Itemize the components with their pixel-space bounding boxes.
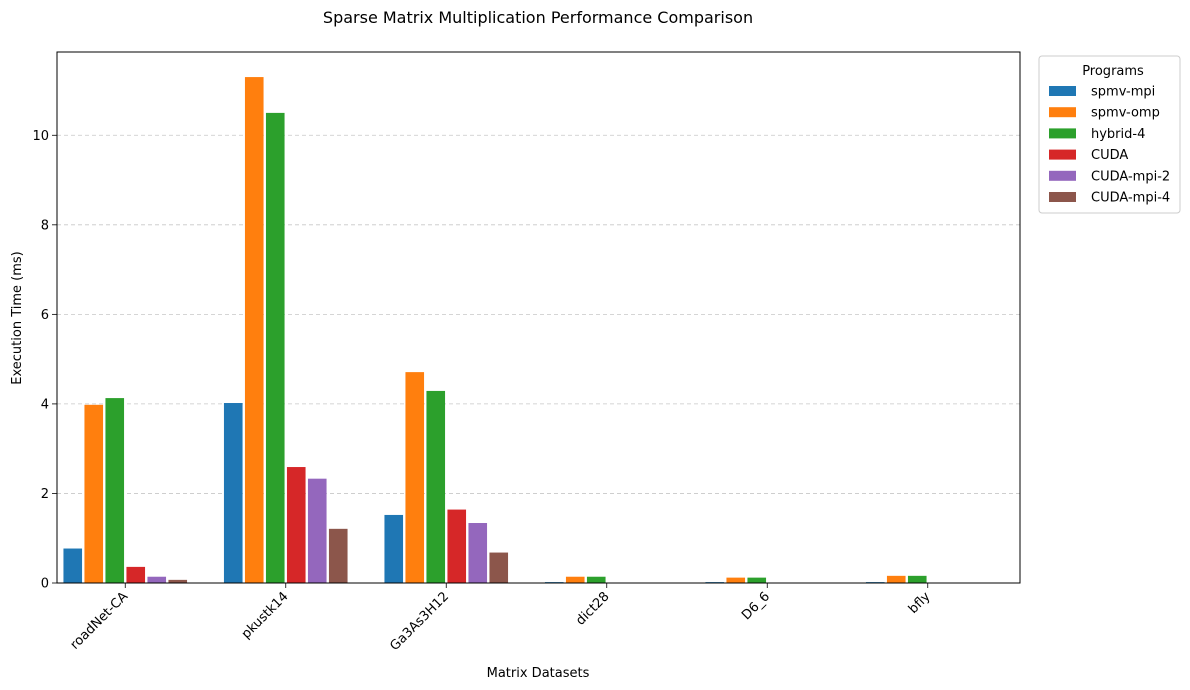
bar-spmv-mpi [384, 514, 404, 583]
bar-cuda-mpi-2 [468, 523, 488, 583]
x-tick-label: bfly [906, 589, 934, 617]
bar-hybrid-4 [747, 577, 767, 583]
legend-label: hybrid-4 [1091, 127, 1145, 142]
legend-swatch [1049, 128, 1076, 139]
bar-cuda [286, 467, 306, 583]
legend: Programs spmv-mpi spmv-omp hybrid-4 CUDA CUD… [1038, 55, 1181, 214]
bar-cuda-mpi-4 [489, 552, 509, 583]
plot-frame [56, 51, 1021, 584]
bar-spmv-omp [84, 404, 104, 583]
y-tick-label: 6 [41, 308, 49, 323]
legend-label: CUDA-mpi-4 [1091, 191, 1170, 206]
legend-items: spmv-mpi spmv-omp hybrid-4 CUDA CUDA-mpi-2 CU… [1049, 85, 1170, 206]
bar-spmv-omp [886, 575, 906, 583]
y-tick-label: 8 [41, 218, 49, 233]
bar-spmv-omp [726, 577, 746, 583]
y-tick-label: 2 [41, 487, 49, 502]
bar-cuda-mpi-2 [147, 576, 167, 583]
chart-title: Sparse Matrix Multiplication Performance… [323, 8, 753, 27]
legend-swatch [1049, 149, 1076, 160]
bar-hybrid-4 [907, 575, 927, 583]
bar-cuda [126, 566, 146, 583]
legend-label: spmv-mpi [1091, 85, 1155, 100]
y-tick-label: 10 [32, 129, 49, 144]
legend-label: CUDA [1091, 148, 1128, 163]
bars [63, 77, 927, 584]
legend-swatch [1049, 107, 1076, 118]
y-tick-label: 0 [41, 577, 49, 592]
legend-label: CUDA-mpi-2 [1091, 169, 1170, 184]
legend-swatch [1049, 86, 1076, 96]
axes [56, 51, 1021, 584]
x-tick-label: roadNet-CA [68, 589, 132, 653]
bar-spmv-omp [405, 372, 425, 583]
bar-cuda-mpi-2 [307, 478, 327, 583]
y-ticks: 0 2 4 6 8 10 [32, 129, 57, 592]
y-tick-label: 4 [41, 397, 49, 412]
y-axis-label: Execution Time (ms) [10, 251, 25, 384]
x-tick-label: dict28 [573, 589, 612, 628]
bar-cuda-mpi-4 [328, 528, 348, 583]
legend-title: Programs [1082, 64, 1144, 79]
bar-spmv-omp [244, 77, 264, 583]
x-tick-label: pkustk14 [239, 589, 292, 642]
grid-lines [57, 134, 1020, 494]
x-tick-label: Ga3As3H12 [387, 589, 452, 654]
bar-spmv-omp [565, 576, 585, 583]
legend-swatch [1049, 170, 1076, 181]
x-tick-label: D6_6 [739, 589, 773, 623]
bar-hybrid-4 [105, 398, 125, 583]
x-axis-label: Matrix Datasets [487, 666, 590, 681]
bar-hybrid-4 [265, 112, 285, 584]
bar-cuda-mpi-4 [168, 579, 188, 583]
legend-swatch [1049, 192, 1076, 202]
bar-hybrid-4 [426, 390, 446, 583]
bar-spmv-mpi [63, 548, 83, 583]
legend-label: spmv-omp [1091, 106, 1160, 121]
bar-hybrid-4 [586, 576, 606, 583]
x-ticks: roadNet-CA pkustk14 Ga3As3H12 dict28 D6_6 bfl… [68, 583, 934, 654]
bar-spmv-mpi [223, 403, 243, 583]
bar-cuda [447, 509, 467, 583]
